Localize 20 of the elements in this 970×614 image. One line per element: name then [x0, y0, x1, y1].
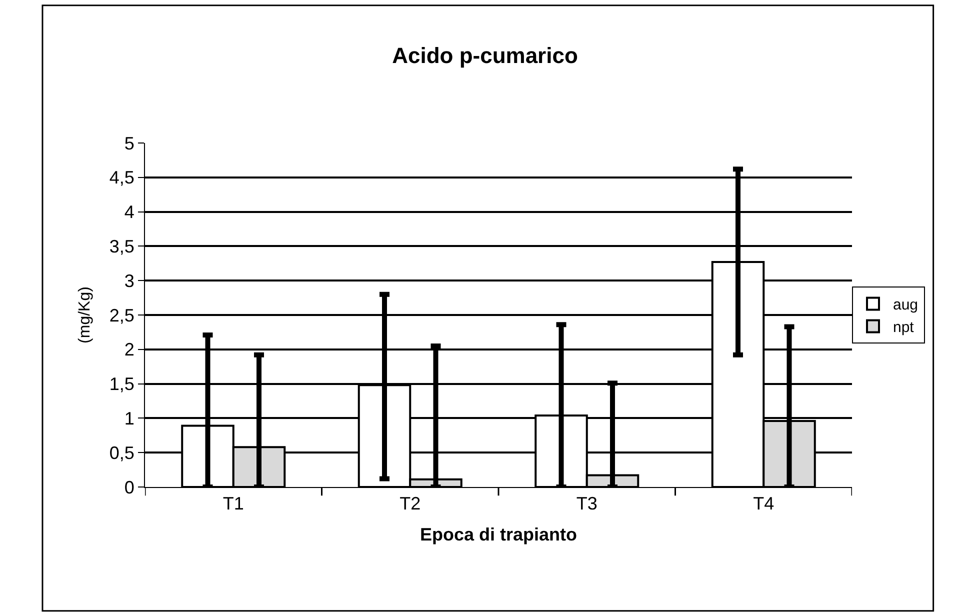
y-tick-label: 3,5 — [109, 236, 134, 256]
x-tick-label: T3 — [576, 494, 598, 514]
y-tick-label: 4 — [124, 202, 134, 222]
y-axis-title: (mg/Kg) — [76, 286, 94, 344]
legend-label: aug — [893, 296, 918, 314]
legend-label: npt — [893, 319, 915, 336]
y-tick-label: 1,5 — [109, 374, 134, 394]
y-tick-label: 3 — [124, 270, 134, 291]
y-tick-label: 1 — [124, 408, 134, 428]
x-tick-label: T2 — [400, 494, 421, 514]
x-tick-label: T4 — [753, 494, 774, 514]
y-tick-label: 5 — [124, 133, 134, 154]
x-tick-label: T1 — [222, 494, 244, 514]
y-tick-label: 2,5 — [109, 305, 134, 326]
y-tick-label: 4,5 — [109, 168, 134, 188]
y-tick-label: 0 — [124, 477, 134, 498]
chart-title: Acido p-cumarico — [392, 42, 578, 68]
y-tick-label: 2 — [124, 340, 134, 360]
y-tick-label: 0,5 — [109, 442, 134, 463]
x-axis-title: Epoca di trapianto — [420, 524, 578, 545]
